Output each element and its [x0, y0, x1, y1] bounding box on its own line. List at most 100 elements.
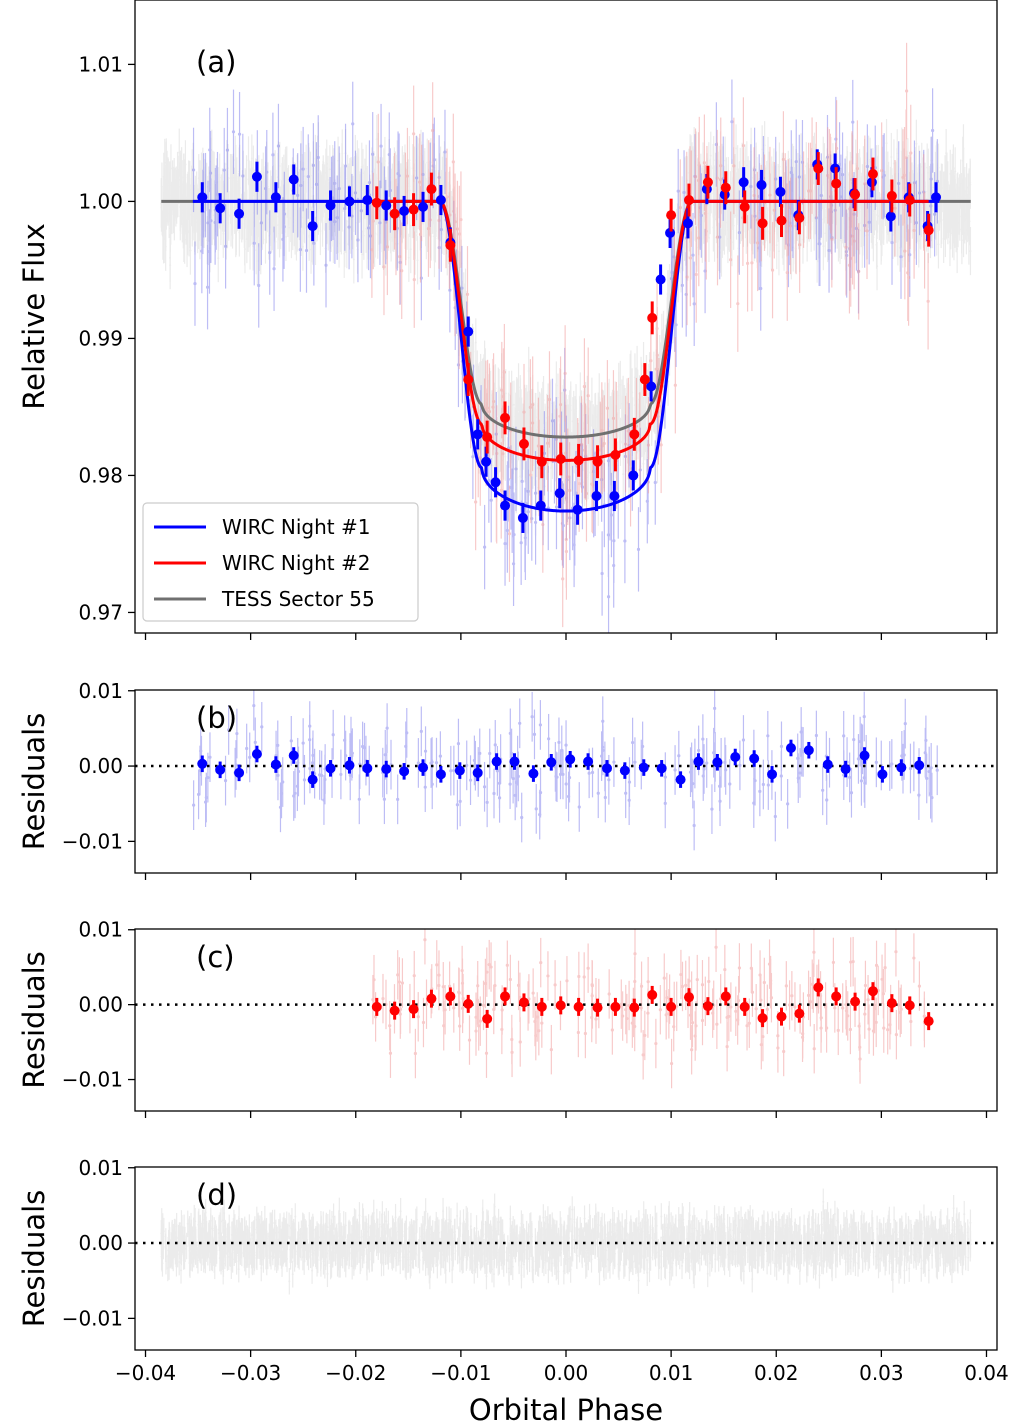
wirc1-binned-point: [609, 490, 620, 501]
wirc2-binned-point: [629, 429, 640, 440]
wirc2-binned-point: [573, 455, 584, 466]
wirc1-residual-points: [192, 690, 939, 851]
wirc1-residual-binned-point: [418, 762, 429, 773]
wirc2-binned-point: [683, 195, 694, 206]
wirc2-residual-binned-point: [518, 997, 529, 1008]
wirc1-residual-binned-point: [234, 767, 245, 778]
x-tick-label: −0.04: [115, 1361, 176, 1385]
wirc2-residual-binned-point: [573, 1001, 584, 1012]
wirc2-residual-binned-point: [536, 1001, 547, 1012]
y-tick-label: 0.00: [78, 754, 123, 778]
wirc1-residual-binned-point: [896, 762, 907, 773]
wirc2-residual-binned-point: [555, 1000, 566, 1011]
y-axis-title: Residuals: [17, 1190, 51, 1328]
wirc2-binned-point: [739, 201, 750, 212]
wirc1-residual-binned-point: [399, 766, 410, 777]
wirc1-residual-binned-point: [325, 763, 336, 774]
wirc1-binned-point: [472, 429, 483, 440]
plot-area-a: [160, 42, 972, 633]
wirc1-residual-binned-point: [859, 750, 870, 761]
legend-label: WIRC Night #1: [222, 515, 370, 539]
wirc1-binned-point: [197, 192, 208, 203]
wirc1-residual-binned-point: [840, 764, 851, 775]
wirc1-residual-binned-point: [546, 757, 557, 768]
wirc1-binned-point: [307, 221, 318, 232]
wirc2-residual-binned-point: [813, 982, 824, 993]
wirc1-binned-point: [655, 274, 666, 285]
wirc2-residual-binned-point: [794, 1008, 805, 1019]
y-tick-label: 0.98: [78, 463, 123, 487]
wirc2-residual-binned-point: [683, 992, 694, 1003]
wirc2-residual-binned-point: [482, 1013, 493, 1024]
panel-letter: (b): [196, 701, 237, 735]
wirc2-binned-point: [867, 169, 878, 180]
wirc1-residual-binned-point: [656, 763, 667, 774]
tess-residual-points: [160, 1188, 972, 1295]
wirc1-binned-point: [931, 192, 942, 203]
wirc1-residual-binned-point: [288, 750, 299, 761]
y-axis-title: Residuals: [17, 713, 51, 851]
wirc1-binned-point: [270, 192, 281, 203]
wirc2-binned-point: [482, 432, 493, 443]
wirc1-residual-binned-point: [491, 756, 502, 767]
wirc2-binned-point: [610, 449, 621, 460]
wirc1-residual-binned-point: [767, 769, 778, 780]
wirc1-residual-binned-point: [749, 753, 760, 764]
wirc1-residual-binned-point: [693, 756, 704, 767]
wirc2-residual-binned-point: [389, 1005, 400, 1016]
legend-label: WIRC Night #2: [222, 551, 370, 575]
plot-area-c: [135, 929, 997, 1089]
legend-box: [142, 502, 419, 622]
panel-letter: (a): [196, 45, 236, 79]
y-tick-label: −0.01: [62, 829, 123, 853]
wirc2-residual-binned-point: [426, 993, 437, 1004]
wirc1-binned-point: [288, 174, 299, 185]
wirc2-binned-point: [518, 438, 529, 449]
wirc1-residual-binned-point: [785, 742, 796, 753]
wirc2-raw-points: [370, 42, 930, 628]
wirc2-binned-point: [794, 212, 805, 223]
wirc1-binned-point: [738, 177, 749, 188]
wirc1-residual-binned-point: [435, 769, 446, 780]
y-tick-label: 0.01: [78, 1156, 123, 1180]
wirc2-binned-point: [592, 456, 603, 467]
wirc2-binned-point: [445, 240, 456, 251]
wirc1-binned-point: [682, 218, 693, 229]
wirc2-binned-point: [850, 189, 861, 200]
wirc2-residual-binned-point: [923, 1016, 934, 1027]
panel-c: −0.01 0.00 0.01 Residuals (c): [17, 918, 998, 1118]
wirc2-residual-binned-point: [592, 1002, 603, 1013]
wirc2-residual-binned-point: [739, 1001, 750, 1012]
wirc2-binned-point: [886, 190, 897, 201]
wirc2-binned-point: [536, 456, 547, 467]
y-tick-label: 0.01: [78, 918, 123, 942]
x-tick-label: −0.03: [220, 1361, 281, 1385]
wirc1-residual-binned-point: [638, 762, 649, 773]
wirc2-residual-binned-point: [647, 989, 658, 1000]
model-wirc2: [371, 199, 929, 462]
y-tick-label: −0.01: [62, 1068, 123, 1092]
wirc1-residual-binned-point: [712, 757, 723, 768]
wirc1-residual-binned-point: [565, 754, 576, 765]
x-tick-label: −0.02: [325, 1361, 386, 1385]
wirc1-binned-point: [885, 211, 896, 222]
wirc1-residual-binned-point: [601, 763, 612, 774]
panel-d: −0.04 −0.03 −0.02 −0.01 0.00 0.01 0.02 0.03 0.04…: [17, 1156, 1009, 1385]
wirc2-binned-point: [500, 412, 511, 423]
wirc1-residual-binned-point: [914, 760, 925, 771]
wirc1-residual-binned-point: [307, 774, 318, 785]
wirc1-binned-point: [381, 200, 392, 211]
wirc1-residual-binned-point: [675, 774, 686, 785]
wirc2-binned-point: [702, 177, 713, 188]
wirc2-residual-binned-point: [500, 991, 511, 1002]
wirc1-residual-binned-point: [454, 765, 465, 776]
wirc2-binned-point: [408, 204, 419, 215]
wirc2-residual-binned-point: [886, 998, 897, 1009]
wirc2-binned-point: [666, 210, 677, 221]
wirc2-binned-point: [831, 178, 842, 189]
legend-label: TESS Sector 55: [221, 587, 375, 611]
wirc1-residual-binned-point: [344, 760, 355, 771]
wirc2-binned-point: [639, 374, 650, 385]
panel-b: −0.01 0.00 0.01 Residuals (b): [17, 679, 998, 880]
wirc1-binned-point: [418, 201, 429, 212]
